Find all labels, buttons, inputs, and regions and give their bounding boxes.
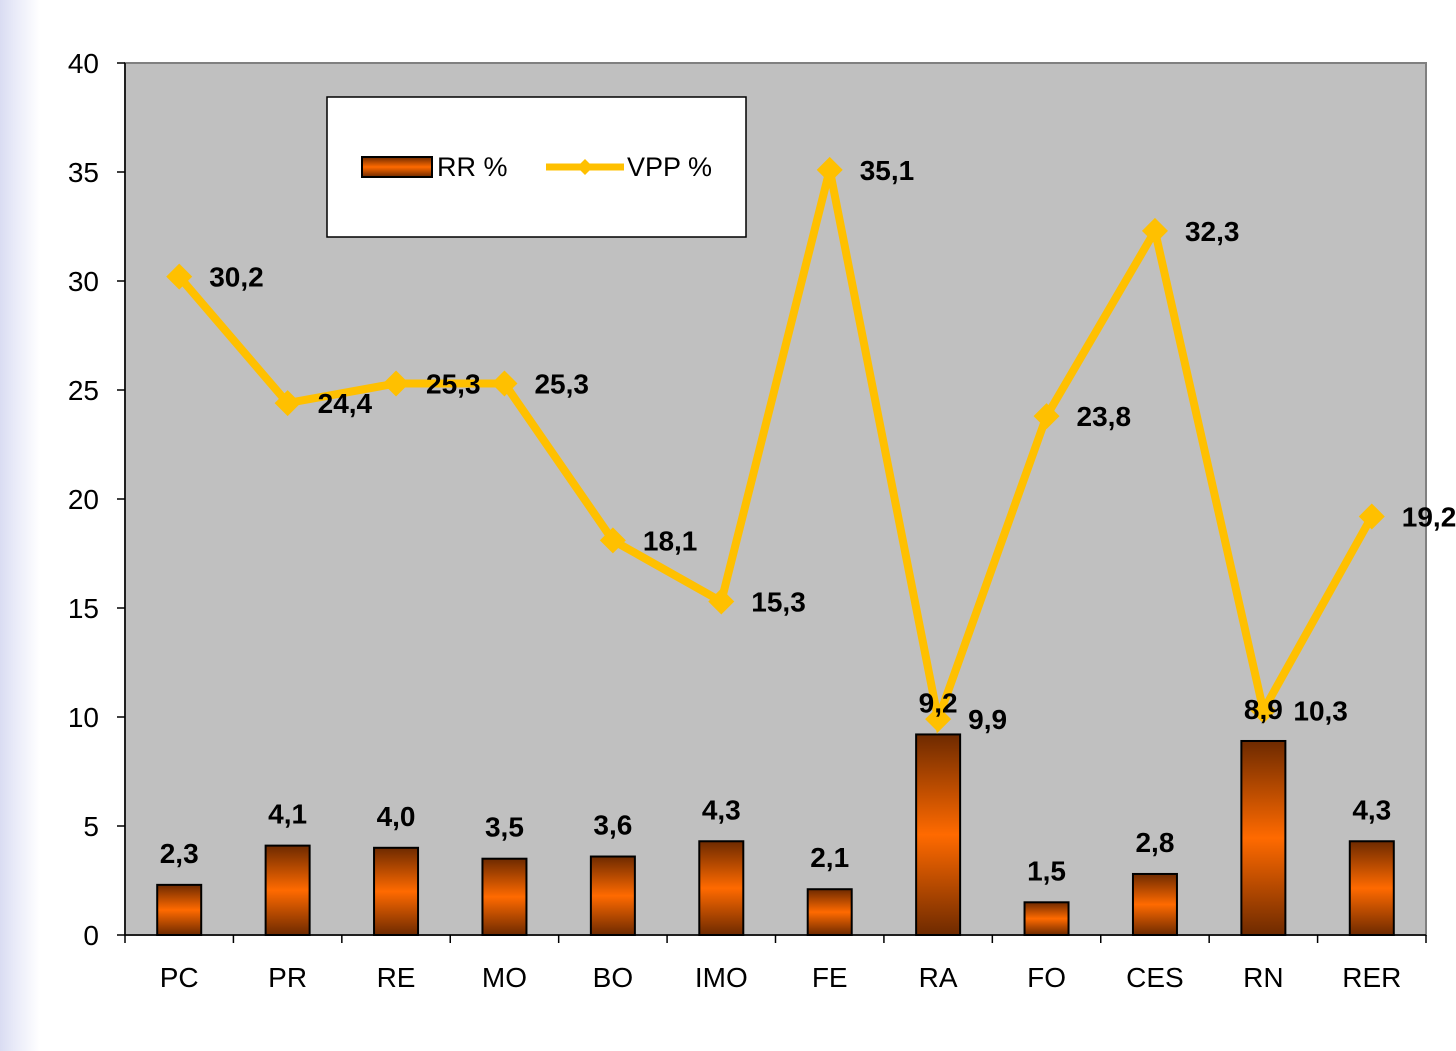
rr-data-label: 8,9 bbox=[1244, 694, 1283, 725]
vpp-data-label: 15,3 bbox=[751, 586, 806, 617]
vpp-data-label: 10,3 bbox=[1293, 695, 1348, 726]
vpp-marker bbox=[383, 370, 410, 397]
rr-bar bbox=[1348, 840, 1395, 937]
rr-data-label: 2,3 bbox=[160, 838, 199, 869]
legend-label-rr: RR % bbox=[437, 152, 508, 182]
vpp-data-label: 32,3 bbox=[1185, 216, 1240, 247]
vpp-marker bbox=[708, 588, 735, 615]
y-tick-label: 30 bbox=[68, 266, 99, 297]
vpp-data-label: 9,9 bbox=[968, 704, 1007, 735]
x-tick-label: RA bbox=[919, 962, 958, 993]
x-tick-label: MO bbox=[482, 962, 527, 993]
vpp-marker bbox=[925, 706, 952, 733]
vpp-line bbox=[166, 156, 1385, 735]
x-tick-label: IMO bbox=[695, 962, 748, 993]
rr-data-label: 3,5 bbox=[485, 812, 524, 843]
rr-data-label: 2,1 bbox=[810, 842, 849, 873]
legend-swatch-vpp-marker bbox=[577, 159, 593, 175]
y-tick-label: 15 bbox=[68, 593, 99, 624]
rr-bar bbox=[481, 857, 528, 937]
y-tick-label: 40 bbox=[68, 48, 99, 79]
vpp-marker bbox=[491, 370, 518, 397]
vpp-marker bbox=[816, 156, 843, 183]
vpp-data-label: 35,1 bbox=[860, 155, 915, 186]
legend: RR % VPP % bbox=[326, 96, 747, 238]
y-tick-label: 10 bbox=[68, 702, 99, 733]
rr-data-label: 4,3 bbox=[1352, 794, 1391, 825]
y-tick-label: 25 bbox=[68, 375, 99, 406]
vpp-marker bbox=[1033, 403, 1060, 430]
y-tick-label: 5 bbox=[83, 811, 99, 842]
x-tick-label: RE bbox=[377, 962, 416, 993]
vpp-marker bbox=[166, 263, 193, 290]
x-tick-label: PR bbox=[268, 962, 307, 993]
vpp-data-label: 19,2 bbox=[1402, 501, 1456, 532]
y-tick-label: 0 bbox=[83, 920, 99, 951]
rr-bar bbox=[1240, 739, 1287, 936]
legend-label-vpp: VPP % bbox=[627, 152, 712, 182]
rr-data-label: 1,5 bbox=[1027, 855, 1066, 886]
vpp-data-label: 30,2 bbox=[209, 262, 263, 293]
rr-bar bbox=[264, 844, 311, 936]
x-tick-label: FE bbox=[812, 962, 848, 993]
vpp-marker bbox=[599, 527, 626, 554]
legend-swatch-rr bbox=[361, 156, 433, 178]
vpp-data-label: 23,8 bbox=[1077, 401, 1132, 432]
vpp-marker bbox=[274, 390, 301, 417]
rr-data-label: 4,1 bbox=[268, 799, 307, 830]
vpp-marker bbox=[1141, 217, 1168, 244]
vpp-data-label: 25,3 bbox=[534, 368, 589, 399]
rr-bar bbox=[915, 733, 962, 936]
vpp-data-label: 18,1 bbox=[643, 525, 698, 556]
rr-bar bbox=[156, 883, 203, 936]
vpp-data-label: 25,3 bbox=[426, 368, 481, 399]
rr-bar bbox=[1023, 901, 1070, 936]
rr-bar bbox=[698, 840, 745, 937]
x-tick-label: CES bbox=[1126, 962, 1184, 993]
vpp-marker bbox=[1358, 503, 1385, 530]
vpp-data-label: 24,4 bbox=[318, 388, 373, 419]
rr-data-label: 4,0 bbox=[377, 801, 416, 832]
y-tick-label: 20 bbox=[68, 484, 99, 515]
rr-bar bbox=[373, 846, 420, 936]
vpp-line-path bbox=[176, 168, 1376, 735]
x-tick-label: PC bbox=[160, 962, 199, 993]
x-tick-label: RN bbox=[1243, 962, 1283, 993]
data-labels: 2,3 4,1 4,0 3,5 3,6 4,3 2,1 9,2 1,5 2,8 8,9 4,3 30,2… bbox=[160, 155, 1456, 886]
vpp-marker bbox=[1250, 697, 1277, 724]
rr-data-label: 2,8 bbox=[1135, 827, 1174, 858]
rr-data-label: 4,3 bbox=[702, 794, 741, 825]
x-tick-label: FO bbox=[1027, 962, 1066, 993]
rr-data-label: 9,2 bbox=[919, 687, 958, 718]
y-tick-label: 35 bbox=[68, 157, 99, 188]
rr-bars bbox=[156, 733, 1395, 937]
rr-bar bbox=[1131, 872, 1178, 937]
axes: 0 5 10 15 20 25 30 35 40 PC PR RE MO BO IMO FE RA FO CES RN… bbox=[68, 48, 1427, 993]
x-tick-label: RER bbox=[1342, 962, 1401, 993]
rr-bar bbox=[806, 888, 853, 936]
rr-bar bbox=[589, 855, 636, 937]
x-tick-label: BO bbox=[593, 962, 633, 993]
plot-area bbox=[124, 62, 1427, 936]
rr-data-label: 3,6 bbox=[593, 810, 632, 841]
